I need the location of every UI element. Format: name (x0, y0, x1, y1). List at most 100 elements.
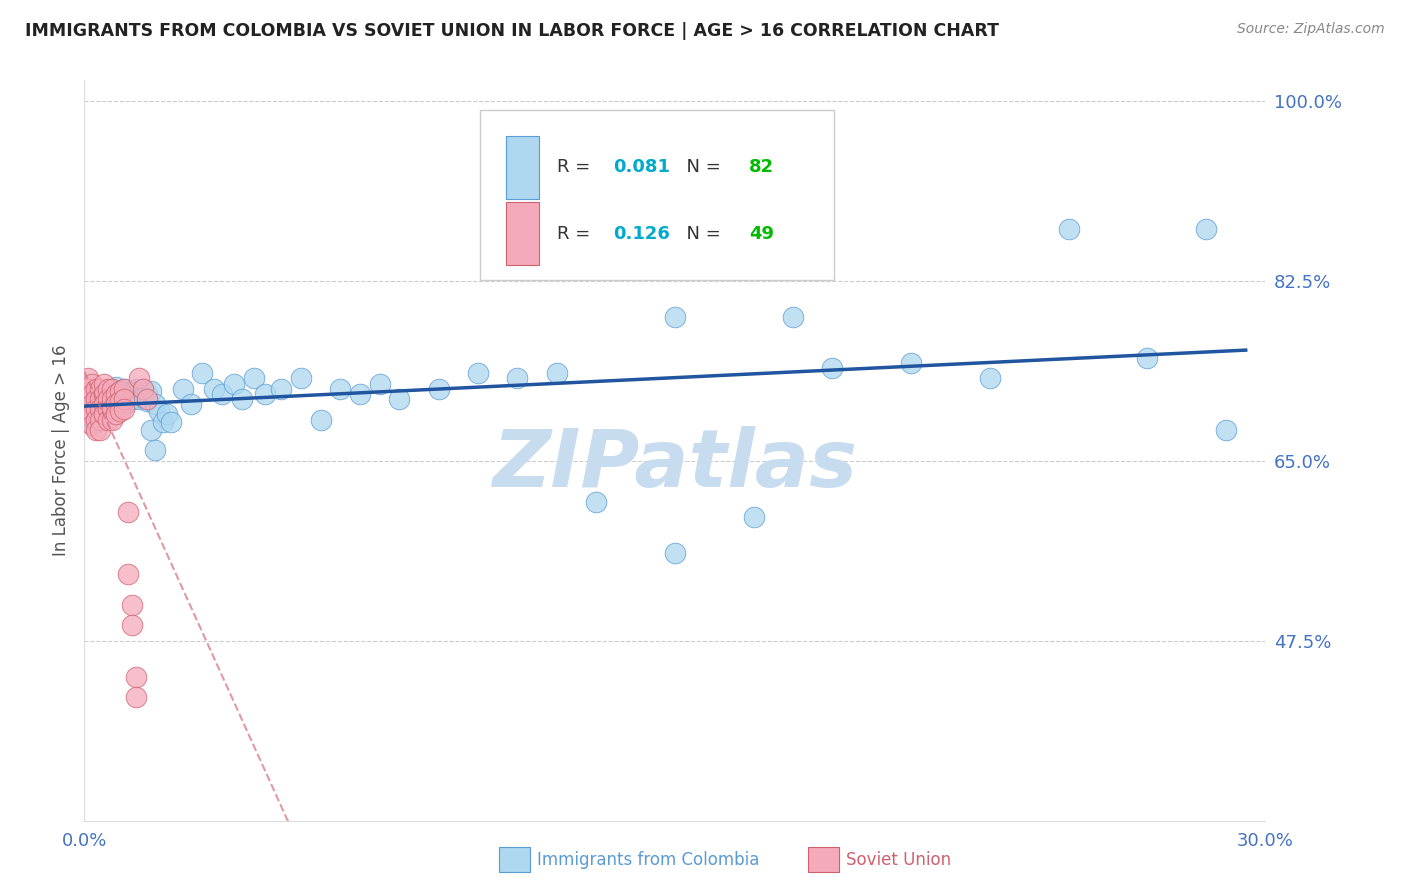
Point (782, 310, 804, 324)
Point (121, 392, 143, 406)
Point (84, 392, 107, 406)
Point (101, 382, 124, 396)
Point (270, 382, 292, 396)
Point (82, 410, 104, 425)
Text: Soviet Union: Soviet Union (846, 851, 952, 869)
Point (117, 387, 139, 401)
Point (93, 376, 115, 391)
Point (84, 412, 107, 426)
Text: IMMIGRANTS FROM COLOMBIA VS SOVIET UNION IN LABOR FORCE | AGE > 16 CORRELATION C: IMMIGRANTS FROM COLOMBIA VS SOVIET UNION… (25, 22, 1000, 40)
Text: 0.081: 0.081 (613, 158, 671, 176)
Point (112, 382, 135, 396)
Text: Immigrants from Colombia: Immigrants from Colombia (537, 851, 759, 869)
Text: R =: R = (557, 225, 596, 243)
Point (124, 690, 146, 705)
Point (97, 382, 120, 396)
Point (117, 505, 139, 519)
Point (143, 443, 166, 458)
Point (117, 394, 139, 409)
Point (222, 376, 245, 391)
Point (89, 397, 111, 411)
Point (82, 376, 104, 391)
Point (329, 382, 352, 396)
Y-axis label: In Labor Force | Age > 16: In Labor Force | Age > 16 (52, 344, 70, 557)
Point (202, 382, 225, 396)
Text: 49: 49 (749, 225, 775, 243)
Point (104, 408, 127, 422)
Point (124, 390, 146, 404)
Point (121, 598, 143, 612)
Point (101, 382, 124, 396)
Point (742, 510, 765, 524)
Point (82, 417, 104, 432)
Point (97, 412, 120, 426)
Point (108, 384, 131, 398)
Point (89, 390, 111, 404)
Point (124, 382, 146, 396)
Point (97, 392, 120, 406)
Point (77, 402, 100, 417)
Point (979, 371, 1001, 385)
Text: 0.126: 0.126 (613, 225, 671, 243)
Point (104, 380, 127, 394)
Point (254, 387, 277, 401)
Point (290, 371, 312, 385)
Point (211, 387, 233, 401)
Point (143, 397, 166, 411)
Point (132, 382, 155, 396)
FancyBboxPatch shape (479, 110, 834, 280)
Point (108, 392, 131, 406)
FancyBboxPatch shape (506, 202, 538, 266)
Point (546, 367, 568, 381)
Point (112, 390, 135, 404)
Point (97, 402, 120, 417)
Point (84, 392, 107, 406)
Point (112, 382, 135, 396)
Point (467, 367, 489, 381)
Point (141, 423, 163, 437)
Point (97, 392, 120, 406)
Point (77, 371, 100, 385)
Point (821, 361, 844, 376)
Point (108, 394, 131, 409)
Point (148, 404, 170, 418)
Point (84, 408, 107, 422)
Point (97, 401, 120, 415)
Point (160, 415, 183, 429)
Point (309, 412, 332, 426)
Point (104, 387, 127, 401)
Point (101, 402, 124, 417)
Point (1057, 222, 1080, 236)
Point (77, 392, 100, 406)
Point (128, 384, 150, 398)
Point (136, 394, 159, 409)
Point (172, 382, 194, 396)
Point (82, 404, 104, 418)
Point (77, 415, 100, 429)
Point (664, 310, 686, 324)
Point (191, 367, 214, 381)
Point (1195, 222, 1218, 236)
Point (89, 402, 111, 417)
Text: Source: ZipAtlas.com: Source: ZipAtlas.com (1237, 22, 1385, 37)
Point (1215, 423, 1237, 437)
Point (104, 396, 127, 410)
Point (1136, 351, 1159, 365)
Point (89, 404, 111, 418)
Point (117, 566, 139, 581)
Point (128, 371, 150, 385)
Point (77, 402, 100, 417)
Point (124, 670, 146, 684)
Text: R =: R = (557, 158, 596, 176)
Point (112, 402, 135, 417)
Point (132, 390, 155, 404)
Point (82, 387, 104, 401)
Point (104, 397, 127, 411)
Point (89, 382, 111, 396)
Point (93, 402, 115, 417)
Point (664, 546, 686, 560)
Point (84, 402, 107, 417)
FancyBboxPatch shape (506, 136, 538, 199)
Point (121, 384, 143, 398)
Point (585, 495, 607, 509)
